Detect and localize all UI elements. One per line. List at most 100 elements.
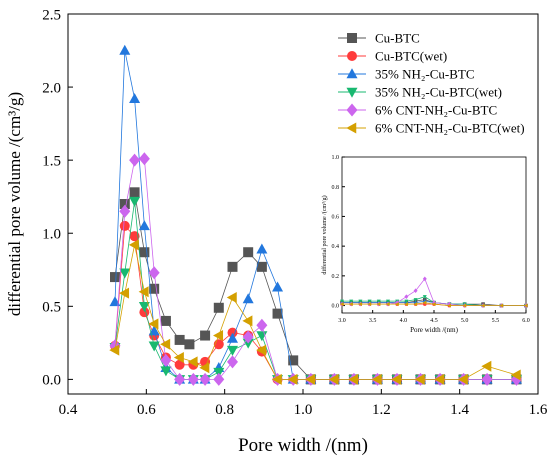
- data-point: [174, 334, 185, 345]
- data-point: [109, 344, 120, 356]
- x-tick-label: 0.4: [59, 402, 78, 418]
- data-point: [148, 325, 160, 336]
- legend-marker: [346, 68, 358, 79]
- inset-x-axis-label: Pore width /(nm): [410, 326, 458, 334]
- data-point: [242, 293, 254, 304]
- legend-marker: [347, 51, 357, 61]
- legend-label: Cu-BTC(wet): [375, 49, 447, 64]
- data-point: [447, 303, 451, 308]
- data-point: [119, 268, 131, 279]
- data-point: [138, 152, 150, 166]
- data-point: [119, 199, 130, 209]
- y-tick-label: 1.0: [332, 155, 340, 161]
- data-point: [481, 360, 492, 372]
- inset-plot-frame: [341, 156, 527, 314]
- legend-entry: 6% CNT-NH₂-Cu-BTC: [338, 103, 497, 118]
- data-point: [227, 327, 238, 338]
- data-point: [523, 303, 528, 308]
- data-point: [391, 373, 402, 385]
- series-5: [109, 239, 521, 385]
- data-point: [119, 204, 131, 218]
- data-point: [148, 266, 160, 280]
- data-point: [227, 345, 238, 356]
- data-point: [349, 299, 354, 304]
- data-point: [187, 372, 199, 386]
- data-point: [422, 295, 427, 299]
- data-point: [339, 302, 344, 307]
- data-point: [213, 302, 224, 313]
- data-point: [174, 359, 185, 370]
- legend-label: Cu-BTC: [375, 31, 420, 46]
- x-tick-label: 1.0: [294, 402, 313, 418]
- data-point: [199, 372, 211, 386]
- data-point: [414, 373, 425, 385]
- data-point: [404, 302, 408, 307]
- legend-marker: [347, 33, 357, 43]
- data-point: [148, 341, 160, 352]
- data-point: [160, 338, 171, 350]
- y-tick-label: 0.0: [42, 373, 61, 389]
- legend-entry: 6% CNT-NH₂-Cu-BTC(wet): [338, 121, 525, 136]
- inset-y-axis-label: differential pore volume /(cm³/g): [321, 195, 328, 274]
- data-point: [199, 362, 210, 374]
- data-point: [129, 93, 141, 104]
- data-point: [129, 231, 140, 242]
- data-point: [272, 308, 283, 319]
- data-point: [340, 299, 344, 304]
- data-point: [119, 44, 131, 55]
- data-point: [287, 373, 298, 385]
- series-5: [339, 300, 528, 308]
- y-tick-label: 1.5: [42, 153, 61, 169]
- data-point: [404, 299, 409, 304]
- data-point: [271, 373, 282, 385]
- data-point: [367, 299, 372, 304]
- data-point: [213, 330, 224, 342]
- legend-entry: Cu-BTC: [338, 31, 420, 46]
- legend-label: 6% CNT-NH₂-Cu-BTC: [375, 103, 497, 118]
- data-point: [119, 287, 130, 299]
- data-point: [138, 286, 149, 298]
- x-tick-label: 1.6: [529, 402, 548, 418]
- inset-plot: 3.0 3.5 4.0 4.5 5.0 5.5 6.0 0.0 0.2 0.4 0.6 0.8 1.0…: [321, 155, 530, 334]
- data-point: [242, 330, 254, 344]
- data-point: [160, 353, 172, 367]
- data-point: [138, 302, 150, 313]
- data-point: [404, 294, 409, 299]
- data-point: [328, 373, 339, 385]
- data-point: [462, 303, 467, 308]
- data-point: [395, 302, 399, 307]
- legend-marker: [346, 122, 357, 134]
- main-y-axis-label: differential pore volume /(cm³/g): [5, 92, 24, 316]
- data-point: [447, 301, 452, 307]
- x-tick-label: 4.0: [400, 318, 408, 324]
- data-point: [129, 196, 141, 207]
- x-tick-label: 5.5: [492, 318, 500, 324]
- data-point: [256, 243, 268, 254]
- data-point: [160, 366, 172, 377]
- data-point: [480, 303, 485, 308]
- data-point: [348, 373, 359, 385]
- y-tick-label: 0.0: [332, 304, 340, 310]
- data-point: [457, 373, 468, 385]
- data-point: [434, 373, 445, 385]
- data-point: [227, 332, 238, 343]
- y-tick-label: 0.6: [332, 215, 340, 221]
- x-tick-label: 3.0: [338, 318, 346, 324]
- data-point: [431, 302, 436, 307]
- data-point: [422, 276, 427, 282]
- data-point: [160, 315, 171, 326]
- data-point: [371, 373, 382, 385]
- data-point: [243, 247, 254, 258]
- main-series: [109, 44, 522, 386]
- legend-entry: 35% NH₂-Cu-BTC(wet): [338, 85, 502, 100]
- data-point: [227, 355, 238, 369]
- main-x-ticks: 0.4 0.6 0.8 1.0 1.2 1.4 1.6: [59, 389, 548, 418]
- inset-x-ticks: 3.0 3.5 4.0 4.5 5.0 5.5 6.0: [338, 310, 530, 324]
- series-line: [342, 302, 526, 306]
- data-point: [200, 330, 211, 341]
- data-point: [242, 315, 253, 327]
- data-point: [413, 302, 418, 307]
- y-tick-label: 0.2: [332, 274, 340, 280]
- data-point: [386, 299, 390, 304]
- data-point: [499, 303, 503, 308]
